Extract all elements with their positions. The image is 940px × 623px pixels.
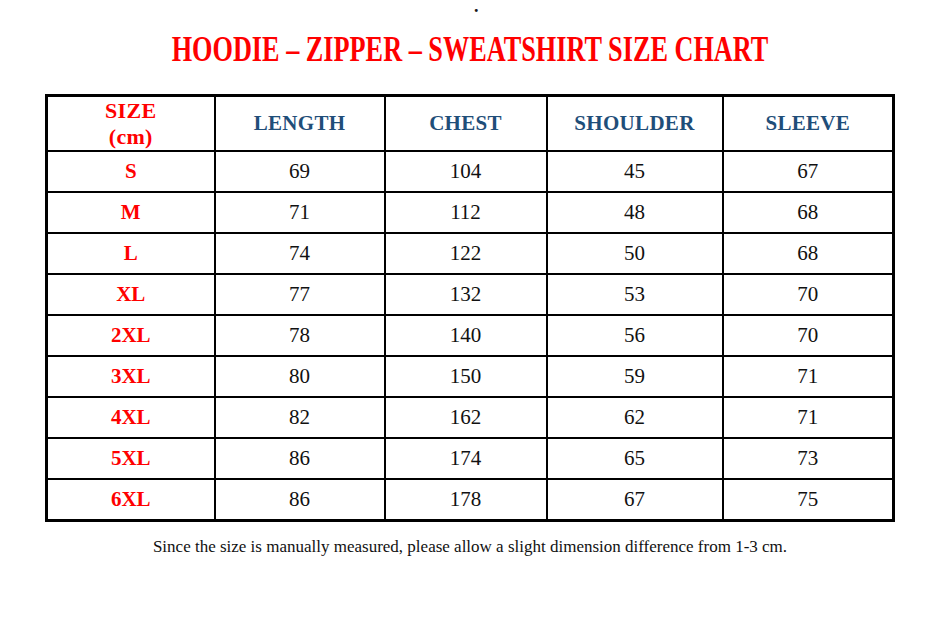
sleeve-value: 75 xyxy=(723,479,894,520)
column-header-sleeve: SLEEVE xyxy=(723,95,894,151)
length-value: 82 xyxy=(215,397,385,438)
size-label: 3XL xyxy=(47,356,215,397)
length-value: 69 xyxy=(215,151,385,192)
column-header-chest: CHEST xyxy=(385,95,547,151)
table-row-3xl: 3XL 80 150 59 71 xyxy=(47,356,894,397)
shoulder-value: 62 xyxy=(547,397,723,438)
table-row-m: M 71 112 48 68 xyxy=(47,192,894,233)
page-title: HOODIE – ZIPPER – SWEATSHIRT SIZE CHART xyxy=(118,31,823,69)
sleeve-value: 71 xyxy=(723,356,894,397)
shoulder-value: 67 xyxy=(547,479,723,520)
length-value: 77 xyxy=(215,274,385,315)
shoulder-value: 59 xyxy=(547,356,723,397)
measurement-disclaimer: Since the size is manually measured, ple… xyxy=(0,537,940,557)
chest-value: 150 xyxy=(385,356,547,397)
shoulder-value: 56 xyxy=(547,315,723,356)
sleeve-value: 67 xyxy=(723,151,894,192)
table-row-l: L 74 122 50 68 xyxy=(47,233,894,274)
size-header-line2: (cm) xyxy=(48,124,214,150)
chest-value: 122 xyxy=(385,233,547,274)
length-value: 74 xyxy=(215,233,385,274)
size-label: S xyxy=(47,151,215,192)
sleeve-value: 70 xyxy=(723,274,894,315)
length-value: 80 xyxy=(215,356,385,397)
chest-value: 178 xyxy=(385,479,547,520)
size-label: XL xyxy=(47,274,215,315)
chest-value: 132 xyxy=(385,274,547,315)
table-row-2xl: 2XL 78 140 56 70 xyxy=(47,315,894,356)
sleeve-value: 68 xyxy=(723,233,894,274)
sleeve-value: 71 xyxy=(723,397,894,438)
shoulder-value: 48 xyxy=(547,192,723,233)
sleeve-value: 70 xyxy=(723,315,894,356)
sleeve-value: 68 xyxy=(723,192,894,233)
size-label: M xyxy=(47,192,215,233)
table-row-xl: XL 77 132 53 70 xyxy=(47,274,894,315)
length-value: 86 xyxy=(215,438,385,479)
size-label: 4XL xyxy=(47,397,215,438)
size-label: 5XL xyxy=(47,438,215,479)
length-value: 86 xyxy=(215,479,385,520)
table-row-s: S 69 104 45 67 xyxy=(47,151,894,192)
chest-value: 174 xyxy=(385,438,547,479)
table-row-6xl: 6XL 86 178 67 75 xyxy=(47,479,894,520)
shoulder-value: 45 xyxy=(547,151,723,192)
size-header-line1: SIZE xyxy=(48,98,214,124)
table-row-4xl: 4XL 82 162 62 71 xyxy=(47,397,894,438)
chest-value: 140 xyxy=(385,315,547,356)
size-chart-page: . HOODIE – ZIPPER – SWEATSHIRT SIZE CHAR… xyxy=(0,0,940,623)
length-value: 71 xyxy=(215,192,385,233)
size-chart-table: SIZE (cm) LENGTH CHEST SHOULDER SLEEVE S… xyxy=(45,94,895,522)
length-value: 78 xyxy=(215,315,385,356)
column-header-shoulder: SHOULDER xyxy=(547,95,723,151)
shoulder-value: 65 xyxy=(547,438,723,479)
size-label: L xyxy=(47,233,215,274)
table-header-row: SIZE (cm) LENGTH CHEST SHOULDER SLEEVE xyxy=(47,95,894,151)
table-row-5xl: 5XL 86 174 65 73 xyxy=(47,438,894,479)
shoulder-value: 53 xyxy=(547,274,723,315)
size-label: 6XL xyxy=(47,479,215,520)
chest-value: 162 xyxy=(385,397,547,438)
column-header-size: SIZE (cm) xyxy=(47,95,215,151)
chest-value: 112 xyxy=(385,192,547,233)
chest-value: 104 xyxy=(385,151,547,192)
column-header-length: LENGTH xyxy=(215,95,385,151)
sleeve-value: 73 xyxy=(723,438,894,479)
stray-period-mark: . xyxy=(474,0,479,13)
size-label: 2XL xyxy=(47,315,215,356)
shoulder-value: 50 xyxy=(547,233,723,274)
